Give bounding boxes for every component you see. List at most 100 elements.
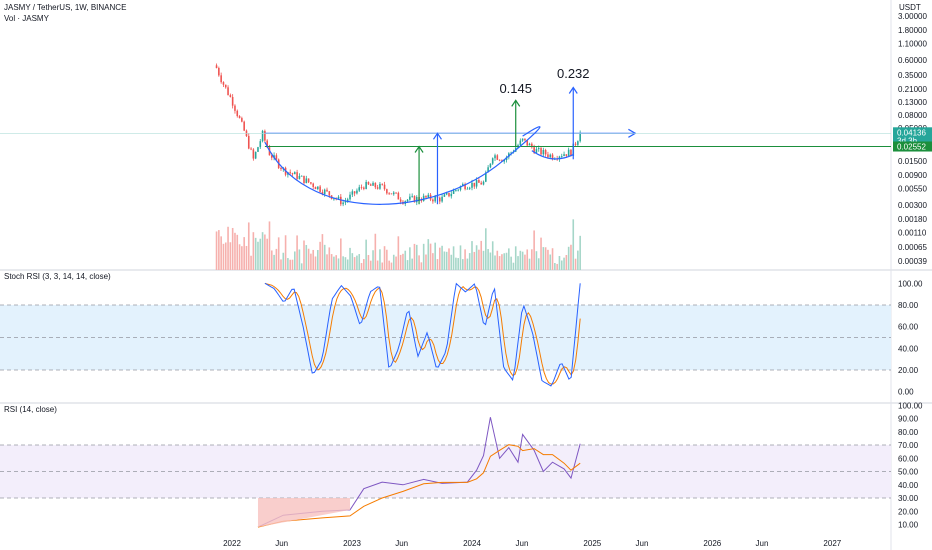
countdown-text: 3d 3h [897, 136, 917, 145]
candle-body [254, 151, 257, 159]
volume-bar [275, 248, 278, 270]
candle-body [291, 173, 294, 175]
volume-bar [333, 256, 335, 270]
candle-body [317, 186, 319, 190]
candle-body [524, 138, 526, 141]
candle-body [533, 147, 535, 153]
volume-bar [402, 253, 404, 270]
volume-bar [526, 249, 529, 270]
candle-body [461, 184, 464, 187]
volume-bar [459, 245, 462, 270]
volume-bar [397, 236, 400, 270]
candle-body [528, 143, 531, 146]
candle-body [261, 130, 264, 142]
candle-body [432, 199, 434, 202]
candle-body [289, 172, 291, 174]
volume-bar [335, 255, 338, 270]
candle-body [478, 180, 480, 183]
volume-bar [298, 249, 301, 270]
candle-body [420, 200, 423, 202]
volume-bar [503, 253, 506, 270]
candle-body [250, 148, 252, 150]
volume-bar [277, 237, 280, 270]
volume-bar [531, 249, 533, 270]
volume-bar [328, 247, 331, 270]
volume-bar [340, 238, 342, 270]
candle-body [411, 195, 413, 197]
candle-body [333, 198, 335, 200]
candle-body [298, 175, 301, 179]
rsi-tick-label: 100.00 [898, 401, 923, 410]
time-tick-label: 2024 [463, 539, 481, 548]
candle-body [351, 191, 354, 195]
candle-body [570, 149, 572, 156]
price-tick-label: 0.01500 [898, 157, 927, 166]
candle-body [319, 186, 321, 192]
volume-bar [367, 255, 370, 270]
volume-bar [305, 245, 308, 270]
candle-body [395, 192, 397, 194]
volume-bar [448, 248, 450, 270]
volume-bar [307, 248, 310, 270]
candle-body [441, 196, 443, 202]
candle-body [372, 182, 374, 186]
price-tick-label: 0.35000 [898, 71, 927, 80]
volume-bar [337, 258, 340, 270]
volume-bar [317, 250, 319, 270]
candle-body [390, 193, 393, 195]
candle-body [464, 184, 466, 190]
price-tick-label: 0.00900 [898, 171, 927, 180]
volume-bar [266, 238, 268, 270]
candle-body [427, 194, 430, 198]
volume-bar [218, 230, 220, 270]
volume-bar [535, 251, 538, 270]
depth-arrow-green-head [414, 145, 424, 153]
candle-body [300, 175, 303, 177]
target-arrow-blue-head [568, 86, 578, 94]
candle-body [376, 187, 379, 189]
candle-body [342, 202, 344, 205]
candle-body [510, 152, 512, 154]
time-tick-label: 2025 [583, 539, 601, 548]
candle-body [413, 195, 416, 203]
volume-bar [247, 222, 250, 270]
volume-bar [521, 251, 524, 270]
volume-bar [215, 231, 218, 270]
volume-bar [342, 256, 344, 270]
candle-body [579, 133, 581, 142]
candle-body [397, 192, 400, 200]
volume-bar [289, 259, 291, 270]
candle-body [388, 193, 390, 195]
stoch-tick-label: 100.00 [898, 279, 923, 288]
volume-bar [418, 255, 420, 270]
volume-bar [404, 250, 407, 270]
volume-bar [519, 250, 522, 270]
candle-body [434, 196, 436, 202]
handle-curve [531, 150, 574, 160]
candle-body [353, 191, 356, 194]
price-tick-label: 0.08000 [898, 111, 927, 120]
candle-body [275, 155, 278, 160]
volume-bar [346, 259, 349, 270]
volume-bar [496, 250, 499, 270]
volume-bar [457, 258, 459, 270]
rsi-oversold-fill [257, 498, 351, 528]
volume-bar [547, 249, 549, 270]
volume-bar [399, 254, 402, 270]
volume-bar [310, 253, 312, 270]
candle-body [266, 140, 268, 148]
volume-bar [577, 250, 579, 270]
candle-body [310, 182, 312, 184]
rsi-tick-label: 90.00 [898, 415, 919, 424]
volume-bar [390, 262, 393, 270]
candle-body [415, 197, 418, 203]
stoch-tick-label: 0.00 [898, 388, 914, 397]
candle-body [438, 197, 441, 202]
volume-bar [422, 243, 425, 270]
candle-body [445, 192, 448, 195]
stoch-tick-label: 80.00 [898, 301, 919, 310]
candle-body [459, 186, 462, 190]
candle-body [498, 159, 501, 161]
candle-body [257, 147, 259, 152]
stoch-k-line [264, 282, 581, 387]
